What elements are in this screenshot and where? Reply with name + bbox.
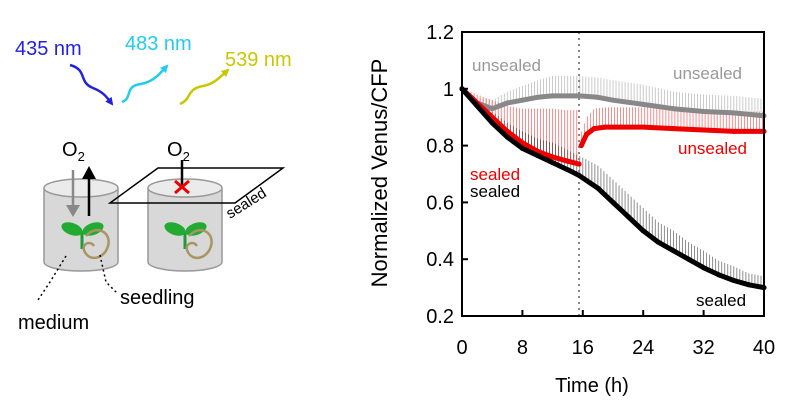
data-point-series-3 <box>670 248 676 254</box>
data-point-series-1 <box>576 161 582 167</box>
medium-label: medium <box>18 312 89 334</box>
data-point-series-3 <box>489 120 495 126</box>
data-point-series-3 <box>701 265 707 271</box>
data-point-series-0 <box>576 93 582 99</box>
y-tick-label: 1 <box>443 79 454 101</box>
series-line-2 <box>578 124 767 149</box>
wavelength-label-539: 539 nm <box>225 49 292 71</box>
y-tick-label: 0.8 <box>426 136 454 158</box>
data-point-series-0 <box>701 109 707 115</box>
sealing-film <box>107 167 286 204</box>
blocked-cross-icon <box>174 179 190 195</box>
data-point-series-3 <box>686 256 691 262</box>
data-point-series-2 <box>591 126 597 132</box>
data-point-series-3 <box>640 228 646 234</box>
annotation-sealed-black-right: sealed <box>696 291 746 310</box>
y-tick-label: 1.2 <box>426 22 454 44</box>
data-point-series-2 <box>618 124 624 130</box>
data-point-series-3 <box>504 134 510 140</box>
y-tick-label: 0.6 <box>426 192 454 214</box>
data-point-series-0 <box>550 93 556 99</box>
annotation-unsealed-gray-left: unsealed <box>472 56 541 75</box>
x-tick-label: 16 <box>572 337 594 359</box>
annotation-unsealed-gray-right: unsealed <box>673 64 742 83</box>
open-container <box>43 166 119 272</box>
data-point-series-1 <box>519 140 525 146</box>
y-tick-label: 0.2 <box>426 306 454 328</box>
x-tick-label: 24 <box>632 337 654 359</box>
data-point-series-3 <box>595 185 601 191</box>
data-point-series-0 <box>610 97 616 103</box>
wavelength-label-435: 435 nm <box>15 38 82 60</box>
o2-label-left: O2 <box>62 139 85 164</box>
x-tick-label: 32 <box>692 337 714 359</box>
annotation-unsealed-red: unsealed <box>678 139 747 158</box>
sealed-container <box>107 160 286 272</box>
data-point-series-0 <box>595 94 601 100</box>
data-point-series-0 <box>731 110 737 116</box>
data-point-series-2 <box>731 128 737 134</box>
data-point-series-1 <box>550 154 556 160</box>
seedling-label: seedling <box>120 287 195 309</box>
x-tick-label: 8 <box>517 337 528 359</box>
x-axis-label: Time (h) <box>555 375 629 397</box>
series-line-0 <box>459 86 767 119</box>
o2-label-right: O2 <box>167 139 190 164</box>
data-point-series-3 <box>716 272 722 278</box>
plot-frame <box>461 31 765 317</box>
data-point-series-2 <box>701 127 707 133</box>
data-point-series-0 <box>504 100 510 106</box>
data-point-series-3 <box>576 172 582 178</box>
wavelength-label-483: 483 nm <box>125 33 192 55</box>
sealed-lid-label: sealed <box>223 185 269 223</box>
venus-cfp-chart: 0.2 0.4 0.6 0.8 1 1.2 0 8 16 24 32 40 Normalized Ve… <box>367 22 775 397</box>
excitation-light-arrow <box>69 63 114 106</box>
data-point-series-3 <box>550 160 556 166</box>
data-point-series-3 <box>610 199 616 205</box>
data-point-series-0 <box>535 94 540 100</box>
data-point-series-2 <box>670 126 676 132</box>
data-point-series-0 <box>565 93 571 99</box>
data-point-series-3 <box>565 167 571 173</box>
emission-cfp-arrow <box>121 64 169 104</box>
y-axis-label: Normalized Venus/CFP <box>367 59 392 288</box>
data-point-series-2 <box>584 131 590 137</box>
data-point-series-0 <box>519 97 525 103</box>
x-tick-label: 0 <box>456 337 467 359</box>
data-point-series-3 <box>474 103 480 109</box>
data-point-series-3 <box>746 282 752 288</box>
annotation-sealed-black-left: sealed <box>470 182 520 201</box>
data-point-series-0 <box>489 106 495 112</box>
y-tick-label: 0.4 <box>426 249 454 271</box>
data-point-series-3 <box>519 145 525 151</box>
experiment-schematic: 435 nm 483 nm 539 nm O2 O2 <box>15 33 292 334</box>
x-tick-label: 40 <box>753 337 775 359</box>
medium-leader <box>37 255 67 301</box>
data-point-series-0 <box>640 101 646 107</box>
data-point-series-1 <box>565 158 571 164</box>
data-point-series-3 <box>625 214 631 220</box>
data-point-series-3 <box>655 239 661 245</box>
annotation-sealed-red: sealed <box>470 165 520 184</box>
data-point-series-0 <box>670 106 676 112</box>
data-point-series-2 <box>640 124 646 130</box>
data-point-series-3 <box>731 278 737 283</box>
data-point-series-2 <box>578 143 584 149</box>
data-point-series-2 <box>602 124 608 130</box>
data-point-series-3 <box>535 153 540 159</box>
emission-venus-arrow <box>179 68 230 106</box>
